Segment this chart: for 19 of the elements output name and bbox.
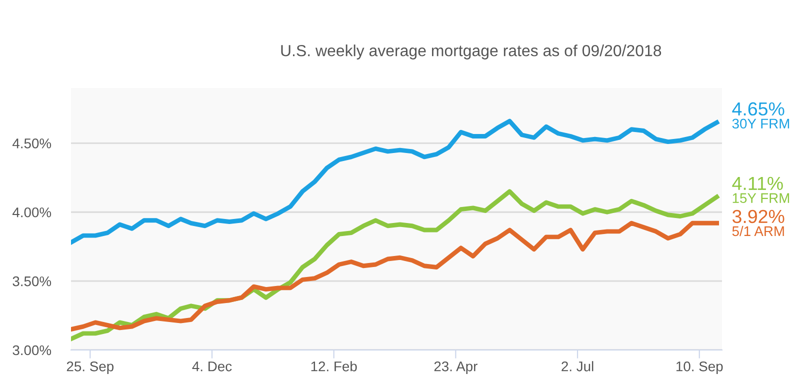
x-tick-label: 2. Jul <box>562 361 594 372</box>
x-tick-label: 23. Apr <box>434 361 478 374</box>
series-label: 5/1 ARM <box>732 226 784 236</box>
y-tick-label: 3.50% <box>12 276 52 286</box>
data-label: 3.92% <box>732 210 784 224</box>
line-series <box>71 220 720 332</box>
data-label: 4.11% <box>732 176 783 190</box>
y-tick-label: 4.00% <box>12 207 52 218</box>
line-series <box>71 118 720 245</box>
x-tick-label: 4. Dec <box>192 362 232 372</box>
y-tick-label: 3.00% <box>12 345 52 356</box>
chart-subtitle: U.S. weekly average mortgage rates as of 09/20/2018 <box>281 44 662 60</box>
series-label: 30Y FRM <box>732 118 790 129</box>
series-label: 15Y FRM <box>732 193 790 203</box>
x-tick-label: 25. Sep <box>66 361 114 374</box>
data-label: 4.65% <box>732 102 784 116</box>
x-tick-label: 10. Sep <box>676 361 723 374</box>
y-tick-label: 4.50% <box>12 138 52 148</box>
x-tick-label: 12. Feb <box>311 361 357 372</box>
